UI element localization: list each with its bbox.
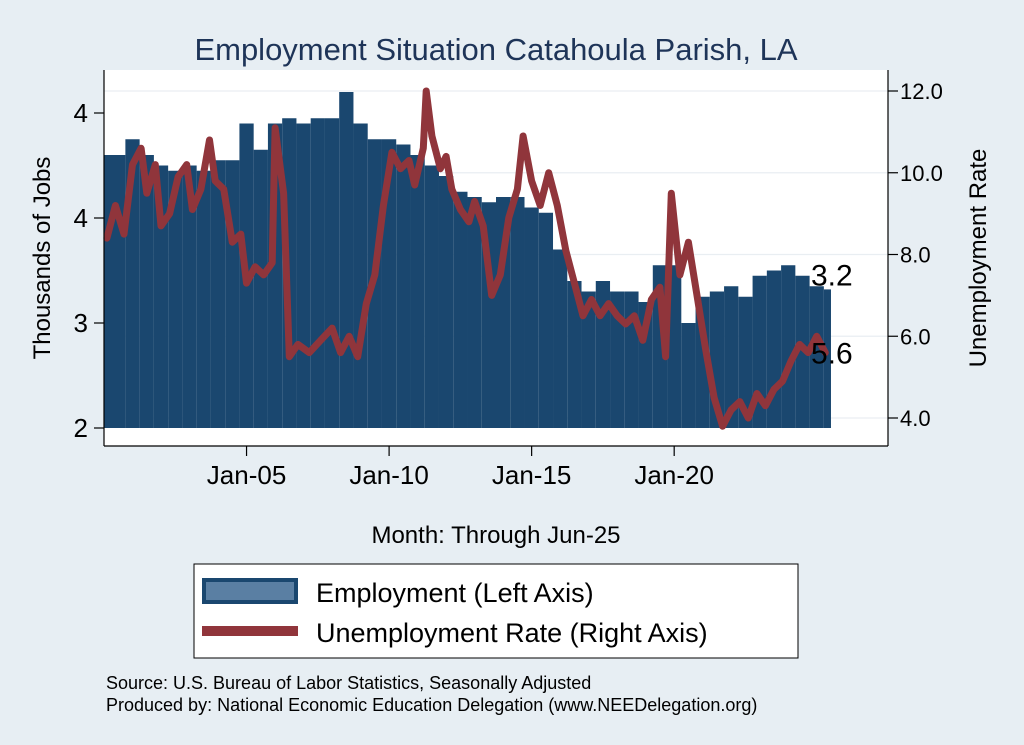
employment-bar [453, 191, 468, 428]
employment-bar [168, 170, 183, 428]
y-right-tick-label: 8.0 [900, 243, 931, 268]
y-right-tick-label: 4.0 [900, 406, 931, 431]
legend-swatch-employment-inner [206, 582, 294, 600]
employment-bar [139, 155, 154, 428]
employment-bar [809, 286, 824, 428]
y-left-axis-ticks: 2 3 4 4 [74, 98, 104, 443]
legend: Employment (Left Axis) Unemployment Rate… [193, 563, 799, 659]
legend-label-unemployment: Unemployment Rate (Right Axis) [316, 618, 708, 648]
employment-bar [196, 170, 211, 428]
y-left-tick-label: 2 [74, 413, 88, 443]
employment-bar [567, 281, 582, 428]
plot-area [103, 70, 889, 447]
employment-bar [210, 160, 226, 428]
employment-bar [510, 197, 525, 428]
producer-caption: Produced by: National Economic Education… [106, 695, 757, 715]
legend-swatch-unemployment [202, 626, 298, 636]
employment-bar [738, 296, 753, 428]
unemployment-end-label: 5.6 [811, 338, 853, 371]
employment-bar [310, 118, 325, 428]
employment-bar [538, 212, 554, 428]
employment-bar [296, 123, 311, 428]
y-right-axis-ticks: 4.0 6.0 8.0 10.0 12.0 [888, 79, 943, 431]
employment-bar [104, 155, 126, 428]
legend-label-employment: Employment (Left Axis) [316, 578, 594, 608]
y-left-tick-label: 3 [74, 308, 88, 338]
employment-bar [781, 265, 796, 428]
employment-bar [681, 323, 696, 428]
employment-bar [610, 291, 625, 428]
employment-bar [410, 155, 425, 428]
y-right-tick-label: 6.0 [900, 324, 931, 349]
employment-bar [752, 275, 767, 428]
y-right-axis-title: Unemployment Rate [965, 149, 992, 368]
employment-bar [553, 249, 568, 428]
y-left-axis-title: Thousands of Jobs [29, 157, 56, 360]
employment-bar [182, 165, 197, 428]
employment-bar [467, 197, 482, 428]
y-left-tick-label: 4 [74, 203, 88, 233]
chart-title: Employment Situation Catahoula Parish, L… [194, 32, 797, 67]
legend-item-employment: Employment (Left Axis) [202, 578, 594, 608]
x-axis-title: Month: Through Jun-25 [371, 522, 620, 549]
employment-bar [396, 144, 411, 428]
employment-bar [524, 207, 539, 428]
employment-bar [324, 118, 340, 428]
x-axis-ticks: Jan-05 Jan-10 Jan-15 Jan-20 [207, 446, 714, 490]
employment-bar [424, 165, 439, 428]
y-right-tick-label: 12.0 [900, 79, 943, 104]
x-tick-label: Jan-20 [634, 460, 714, 490]
employment-bar [339, 92, 354, 428]
employment-bar [724, 286, 739, 428]
y-right-tick-label: 10.0 [900, 161, 943, 186]
employment-bar [823, 289, 831, 428]
employment-bar [253, 149, 268, 428]
employment-bar [438, 176, 454, 428]
legend-item-unemployment: Unemployment Rate (Right Axis) [202, 618, 708, 648]
employment-end-label: 3.2 [811, 259, 853, 292]
x-tick-label: Jan-05 [207, 460, 287, 490]
source-caption: Source: U.S. Bureau of Labor Statistics,… [106, 673, 591, 693]
x-tick-label: Jan-10 [349, 460, 429, 490]
unemployment-line [103, 87, 829, 430]
employment-bar [353, 123, 368, 428]
employment-bar [581, 291, 596, 428]
y-left-tick-label: 4 [74, 98, 88, 128]
employment-bar [624, 291, 639, 428]
employment-bar [153, 165, 169, 428]
x-tick-label: Jan-15 [492, 460, 572, 490]
